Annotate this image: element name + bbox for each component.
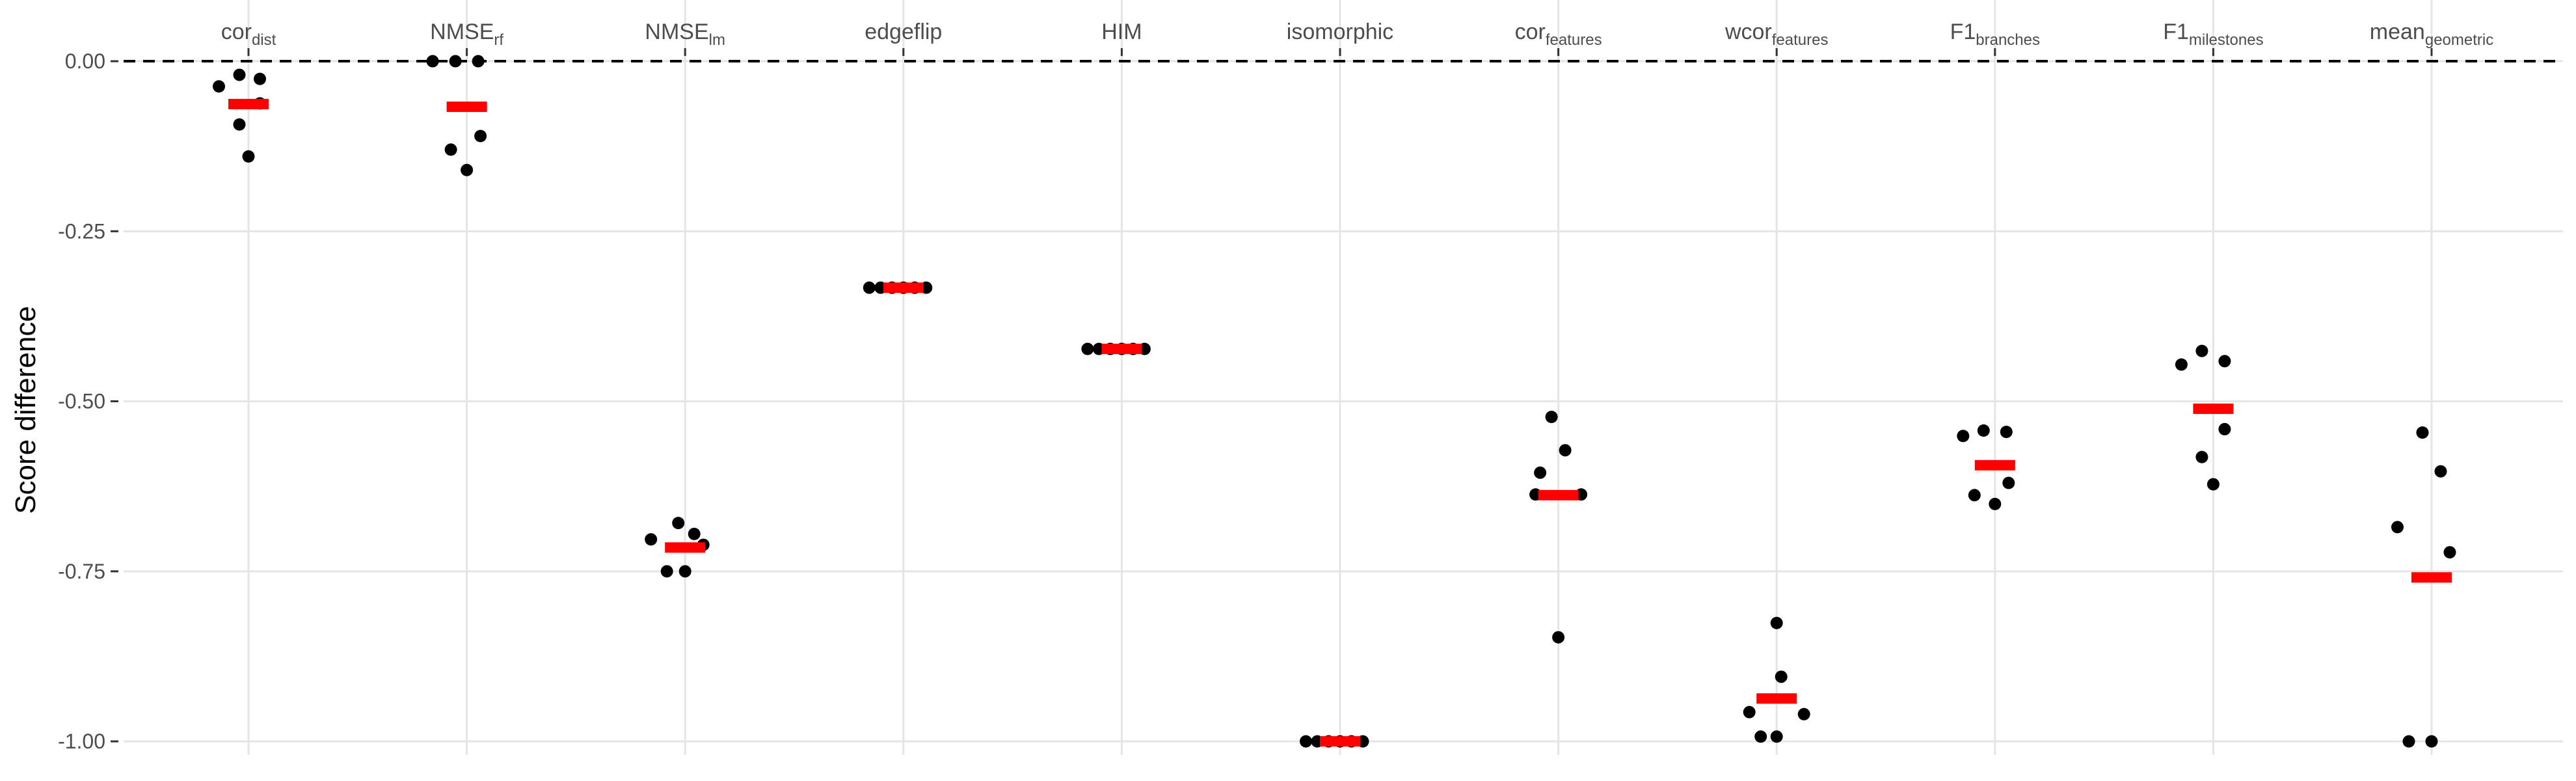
- category-label: NMSErf: [430, 20, 503, 49]
- data-point: [2175, 358, 2188, 371]
- mean-marker: [665, 542, 706, 553]
- data-point: [449, 55, 462, 68]
- data-point: [1775, 670, 1788, 683]
- category-label-base: cor: [1515, 20, 1546, 44]
- category-label-base: F1: [1950, 20, 1976, 44]
- category-label-base: mean: [2370, 20, 2425, 44]
- data-point: [2002, 476, 2015, 489]
- mean-marker: [1974, 459, 2015, 471]
- data-point: [1797, 707, 1810, 720]
- data-point: [1754, 730, 1767, 743]
- y-tick-label: -1.00: [58, 730, 105, 753]
- data-point: [1770, 616, 1783, 629]
- data-point: [1545, 411, 1558, 424]
- data-point: [688, 527, 701, 540]
- category-label-subscript: lm: [709, 31, 725, 49]
- data-point: [233, 68, 246, 81]
- data-point: [1957, 430, 1970, 443]
- data-point: [2402, 735, 2415, 748]
- data-point: [1300, 735, 1312, 748]
- y-tick-label: -0.25: [58, 219, 105, 243]
- data-point: [2218, 355, 2231, 368]
- data-point: [2434, 465, 2447, 478]
- data-point: [426, 55, 439, 68]
- y-tick-label: -0.50: [58, 390, 105, 413]
- data-point: [1968, 489, 1981, 502]
- mean-marker: [1101, 344, 1142, 355]
- data-point: [1977, 424, 1990, 437]
- category-label: meangeometric: [2370, 20, 2493, 49]
- category-label-base: cor: [221, 20, 252, 44]
- mean-marker: [228, 98, 269, 109]
- data-point: [863, 281, 876, 294]
- data-point: [2000, 426, 2013, 439]
- mean-marker: [446, 102, 487, 113]
- data-point: [2391, 521, 2404, 534]
- data-point: [672, 517, 685, 530]
- data-point: [2416, 426, 2429, 439]
- category-label-base: F1: [2163, 20, 2189, 44]
- category-label: F1branches: [1950, 20, 2040, 49]
- data-point: [474, 130, 487, 143]
- category-label-base: edgeflip: [865, 20, 942, 44]
- data-point: [1559, 444, 1572, 457]
- data-point: [2425, 735, 2438, 748]
- data-point: [444, 143, 457, 156]
- data-point: [1552, 631, 1565, 644]
- category-label: HIM: [1101, 20, 1142, 44]
- category-label-subscript: branches: [1976, 31, 2040, 49]
- data-point: [233, 118, 246, 131]
- mean-marker: [1538, 489, 1579, 500]
- mean-marker: [1756, 693, 1797, 704]
- category-label-base: isomorphic: [1287, 20, 1393, 44]
- data-point: [2195, 344, 2208, 357]
- data-point: [678, 565, 691, 578]
- category-label-subscript: milestones: [2189, 31, 2264, 49]
- data-point: [1989, 497, 2002, 510]
- category-label-subscript: features: [1546, 31, 1602, 49]
- category-label-base: NMSE: [430, 20, 494, 44]
- means-layer: [228, 98, 2452, 747]
- data-point: [254, 72, 266, 85]
- data-point: [1081, 342, 1094, 355]
- category-label-subscript: geometric: [2425, 31, 2493, 49]
- category-label: NMSElm: [645, 20, 725, 49]
- mean-marker: [2193, 404, 2234, 415]
- grid-layer: [124, 0, 2563, 755]
- y-tick-label: -0.75: [58, 560, 105, 583]
- data-point: [461, 163, 474, 176]
- data-point: [2218, 422, 2231, 435]
- data-point: [472, 55, 485, 68]
- mean-marker: [1320, 736, 1360, 747]
- category-labels: cordist NMSErf NMSElm edgeflip HIM isomorphic…: [221, 20, 2494, 49]
- category-label: corfeatures: [1515, 20, 1602, 49]
- category-label: isomorphic: [1287, 20, 1393, 44]
- data-point: [213, 80, 225, 93]
- data-point: [242, 150, 255, 163]
- data-point: [660, 565, 673, 578]
- category-label-subscript: rf: [494, 31, 503, 49]
- category-label: wcorfeatures: [1724, 20, 1829, 49]
- data-point: [2195, 450, 2208, 463]
- data-point: [1770, 730, 1783, 743]
- data-point: [1743, 706, 1756, 719]
- mean-marker: [2411, 572, 2452, 583]
- category-label-base: HIM: [1101, 20, 1142, 44]
- data-point: [645, 533, 658, 546]
- data-point: [2207, 478, 2220, 491]
- category-label: edgeflip: [865, 20, 942, 44]
- category-label-base: wcor: [1724, 20, 1772, 44]
- data-point: [1534, 466, 1547, 479]
- category-label: F1milestones: [2163, 20, 2263, 49]
- category-label: cordist: [221, 20, 276, 49]
- category-label-subscript: features: [1772, 31, 1829, 49]
- y-tick-label: 0.00: [65, 49, 105, 73]
- y-axis-title: Score difference: [10, 306, 42, 514]
- data-point: [2443, 546, 2456, 559]
- category-label-subscript: dist: [252, 31, 276, 49]
- mean-marker: [883, 282, 924, 294]
- category-label-base: NMSE: [645, 20, 708, 44]
- axis-layer: 0.00 -0.25 -0.50 -0.75 -1.00: [58, 48, 2433, 753]
